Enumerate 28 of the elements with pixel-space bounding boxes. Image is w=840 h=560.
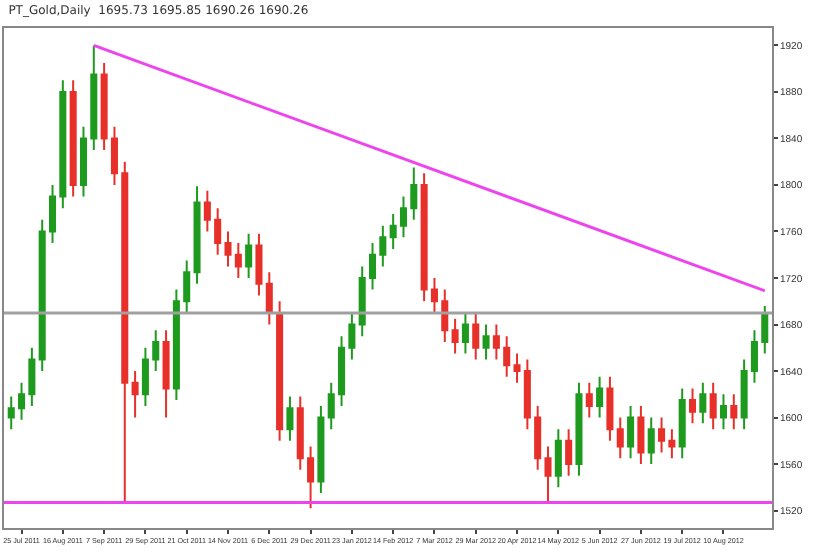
candlestick <box>596 375 604 419</box>
candlestick <box>627 404 635 460</box>
candlestick <box>616 416 624 460</box>
candlestick <box>461 311 469 355</box>
candlestick <box>606 375 614 442</box>
candlestick <box>709 381 717 431</box>
candlestick <box>131 370 139 419</box>
candlestick <box>554 428 562 489</box>
candlestick <box>678 387 686 460</box>
candlestick <box>575 381 583 477</box>
candlestick <box>472 311 480 361</box>
candlestick <box>565 428 573 477</box>
candlestick <box>317 404 325 495</box>
candlestick <box>637 404 645 466</box>
candlestick <box>699 381 707 425</box>
candlestick <box>162 329 170 419</box>
candlestick <box>719 393 728 431</box>
candlestick <box>688 387 697 425</box>
candlestick <box>482 323 490 361</box>
candlestick <box>69 79 77 198</box>
candlestick <box>585 381 593 419</box>
candlestick <box>245 232 253 279</box>
candlestick <box>730 393 738 431</box>
candlestick <box>193 185 201 285</box>
candlestick <box>276 300 284 442</box>
candlestick <box>647 416 655 466</box>
candlestick <box>451 317 459 355</box>
candlestick <box>286 395 294 442</box>
